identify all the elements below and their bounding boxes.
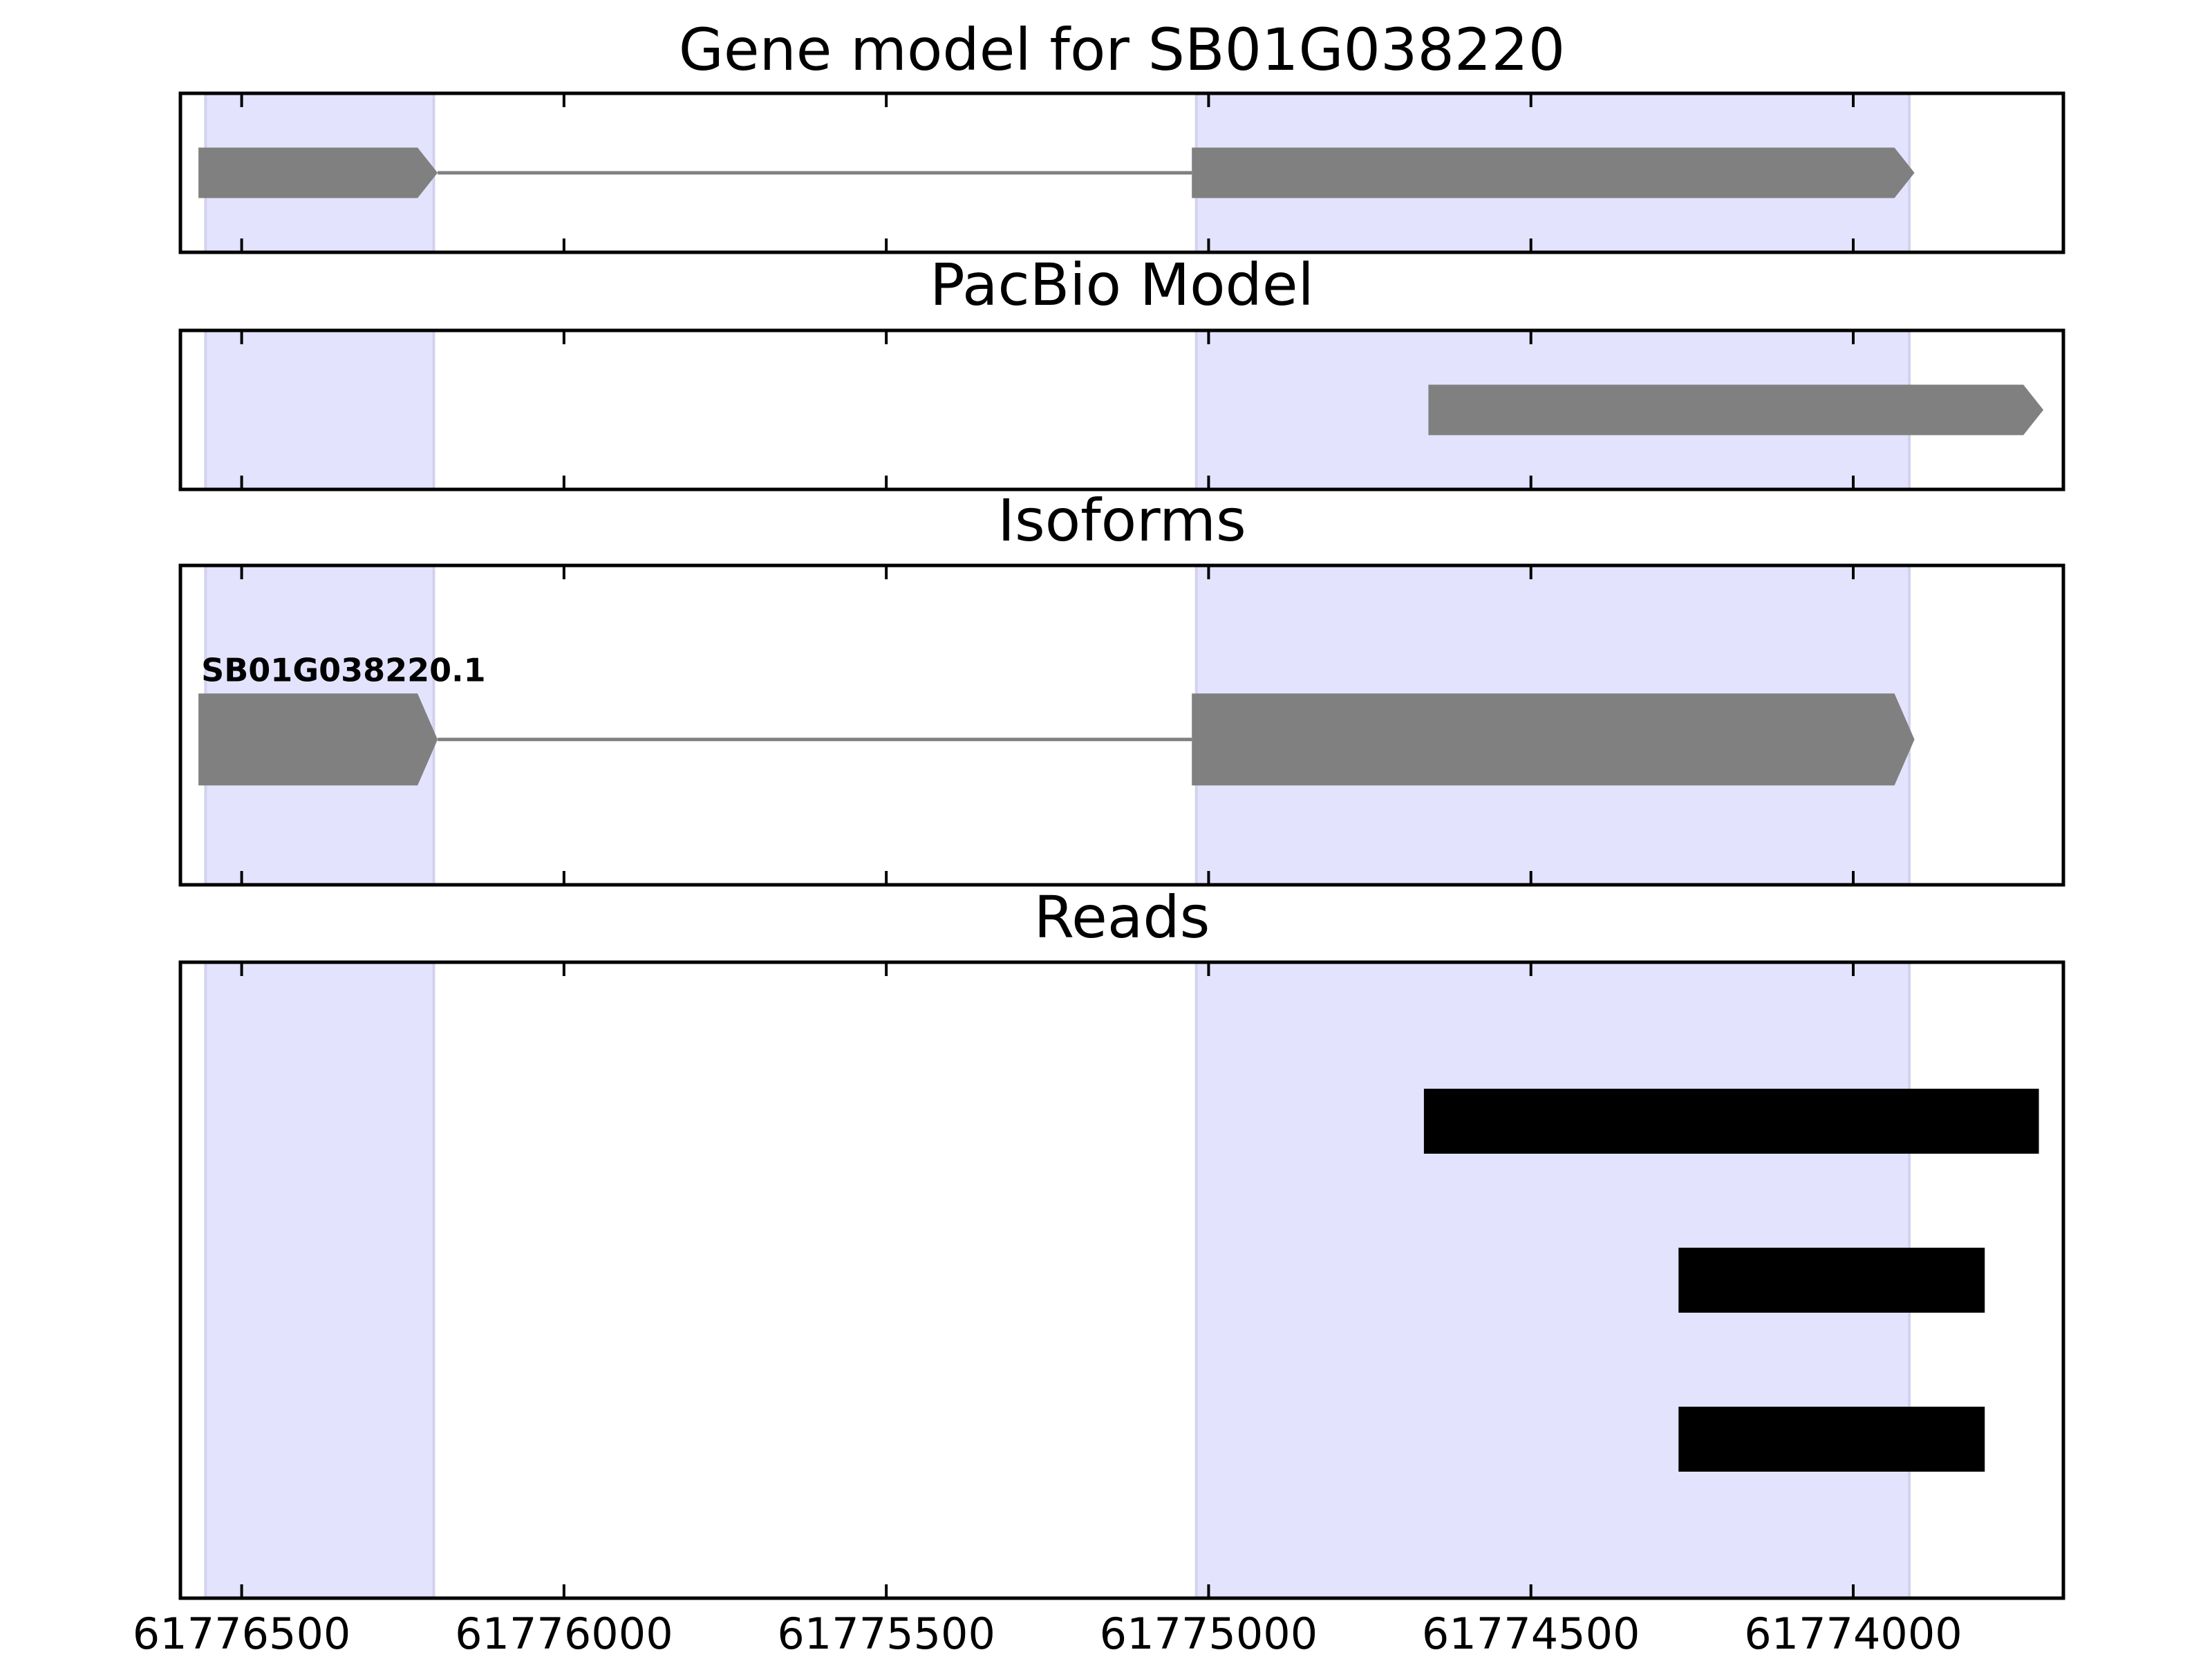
read — [1423, 1089, 2039, 1154]
x-tick-label: 61774000 — [1744, 1609, 1962, 1659]
panel-title: Reads — [1034, 883, 1210, 951]
exon — [198, 147, 438, 198]
x-tick-label: 61774500 — [1422, 1609, 1640, 1659]
panel-frame — [178, 91, 2065, 254]
panel-title: PacBio Model — [930, 251, 1314, 319]
exon-highlight — [204, 961, 435, 1600]
exon — [1192, 693, 1915, 786]
x-tick-label: 61775500 — [777, 1609, 995, 1659]
read — [1678, 1407, 1985, 1472]
panel-title: Isoforms — [997, 487, 1246, 554]
transcript-label: SB01G038220.1 — [201, 651, 485, 688]
panel-frame — [178, 328, 2065, 491]
x-tick-label: 61776000 — [455, 1609, 673, 1659]
panel-frame — [178, 563, 2065, 887]
exon — [1428, 384, 2044, 435]
panel-title: Gene model for SB01G038220 — [679, 16, 1565, 84]
exon-highlight — [204, 329, 435, 491]
panel-frame — [178, 960, 2065, 1600]
exon — [198, 693, 438, 786]
read — [1678, 1248, 1985, 1313]
exon — [1192, 147, 1915, 198]
x-tick-label: 61776500 — [133, 1609, 351, 1659]
x-tick-label: 61775000 — [1100, 1609, 1318, 1659]
